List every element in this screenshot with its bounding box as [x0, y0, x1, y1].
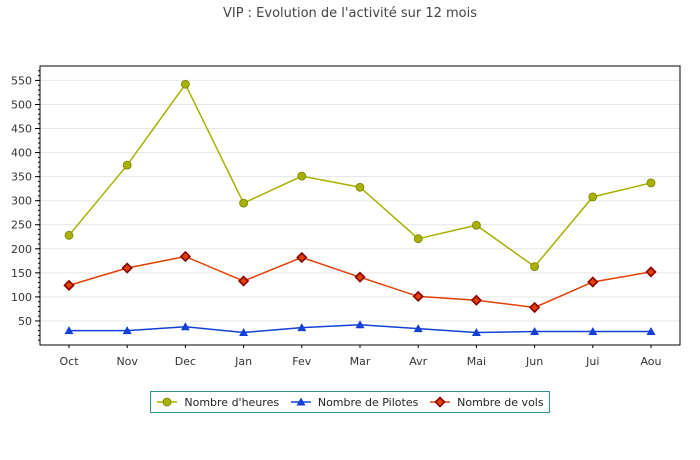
- y-tick-label: 450: [11, 123, 32, 136]
- legend-item: Nombre d'heures: [156, 396, 279, 409]
- data-point: [296, 251, 308, 264]
- data-point: [64, 326, 74, 335]
- data-point: [530, 327, 540, 336]
- data-point: [413, 234, 423, 244]
- series-layer: [63, 79, 657, 336]
- legend-swatch: [290, 397, 311, 406]
- line-chart: 50 100 150 200 250 300 350 400 450 500 550 Oct Nov D…: [11, 65, 681, 368]
- y-tick-label: 300: [11, 195, 32, 208]
- x-tick-label: Mai: [467, 355, 486, 368]
- x-tick-label: Jan: [234, 355, 252, 368]
- x-tick-label: Oct: [59, 355, 79, 368]
- data-point: [530, 262, 539, 271]
- data-point: [297, 323, 307, 332]
- data-point: [528, 301, 541, 314]
- data-point: [237, 275, 250, 287]
- data-point: [354, 271, 366, 283]
- data-point: [587, 276, 599, 288]
- data-point: [471, 220, 481, 230]
- legend-item: Nombre de vols: [429, 395, 544, 409]
- x-tick-label: Fev: [292, 355, 311, 368]
- legend-label: Nombre de Pilotes: [317, 395, 419, 409]
- data-point: [355, 182, 365, 192]
- series-2: [63, 250, 657, 314]
- x-tick-label: Aou: [640, 355, 661, 368]
- plot-area-frame: [39, 65, 681, 346]
- x-axis: Oct Nov Dec Jan Fev Mar Avr Mai Jun Jui Aou: [59, 345, 662, 368]
- data-point: [180, 79, 190, 89]
- legend-marker: [162, 397, 172, 407]
- data-point: [64, 230, 74, 240]
- legend-item: Nombre de Pilotes: [290, 395, 419, 409]
- x-tick-label: Avr: [409, 355, 427, 368]
- data-point: [121, 262, 133, 274]
- data-point: [297, 171, 307, 181]
- data-point: [122, 160, 132, 170]
- data-point: [239, 198, 249, 208]
- x-tick-label: Jun: [525, 355, 543, 368]
- data-point: [239, 327, 249, 336]
- data-point: [588, 192, 598, 202]
- legend-label: Nombre de vols: [457, 395, 544, 409]
- grid-lines: [40, 79, 680, 322]
- x-tick-label: Jui: [585, 355, 599, 368]
- data-point: [646, 327, 656, 336]
- series-1: [64, 320, 656, 336]
- y-tick-label: 550: [11, 74, 32, 87]
- legend-label: Nombre d'heures: [184, 395, 280, 409]
- y-tick-label: 350: [11, 171, 32, 184]
- y-tick-label: 250: [11, 219, 32, 232]
- y-tick-label: 200: [11, 243, 32, 256]
- series-0: [64, 79, 656, 271]
- data-point: [63, 279, 75, 291]
- y-tick-label: 500: [11, 98, 32, 111]
- y-axis: 50 100 150 200 250 300 350 400 450 500 550: [11, 70, 40, 341]
- x-tick-label: Mar: [350, 355, 371, 368]
- data-point: [470, 294, 483, 306]
- data-point: [588, 327, 598, 336]
- legend-swatch: [157, 397, 178, 407]
- y-tick-label: 400: [11, 147, 32, 160]
- data-point: [179, 250, 192, 263]
- data-point: [122, 326, 132, 335]
- data-point: [413, 324, 423, 333]
- legend-marker: [296, 397, 306, 406]
- data-point: [645, 266, 657, 278]
- y-tick-label: 100: [11, 291, 32, 304]
- legend-marker: [434, 396, 446, 408]
- legend: Nombre d'heures Nombre de Pilotes Nombre d…: [150, 391, 550, 413]
- series-line: [68, 82, 652, 268]
- x-tick-label: Nov: [116, 355, 138, 368]
- data-point: [412, 290, 424, 303]
- y-tick-label: 150: [11, 267, 32, 280]
- legend-swatch: [430, 396, 451, 408]
- chart-title: VIP : Evolution de l'activité sur 12 moi…: [222, 6, 478, 21]
- x-tick-label: Dec: [175, 355, 196, 368]
- data-point: [355, 320, 365, 329]
- data-point: [180, 322, 190, 331]
- y-tick-label: 50: [18, 315, 32, 328]
- data-point: [471, 327, 481, 336]
- data-point: [646, 178, 656, 188]
